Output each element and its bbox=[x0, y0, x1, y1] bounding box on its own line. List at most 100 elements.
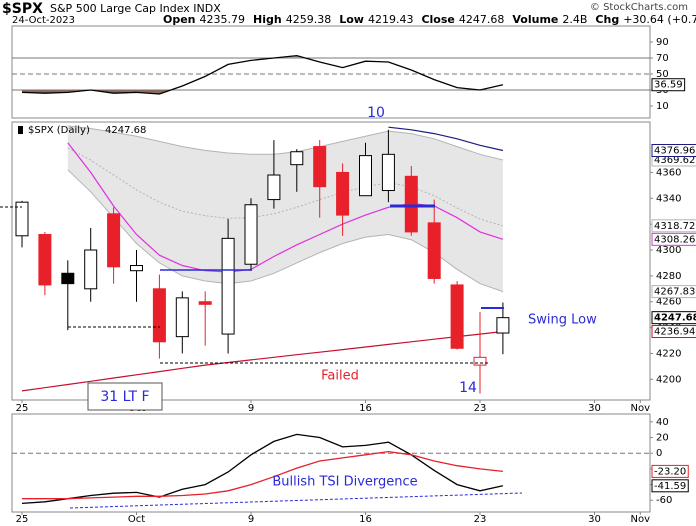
quote-value: 4247.68 bbox=[459, 13, 505, 26]
value-label-box bbox=[651, 325, 696, 339]
value-label-box bbox=[651, 78, 686, 92]
y-tick-label: 4280 bbox=[656, 271, 681, 282]
candle-body bbox=[404, 175, 418, 233]
value-label: 36.59 bbox=[654, 80, 683, 91]
candle-body bbox=[38, 233, 52, 286]
value-label: 4236.94 bbox=[654, 327, 695, 338]
y-tick-label: 4220 bbox=[656, 348, 681, 359]
x-tick-label: 9 bbox=[248, 514, 254, 525]
x-tick-label: 9 bbox=[248, 403, 254, 414]
overlay-line bbox=[21, 330, 503, 392]
x-tick-label: Nov bbox=[631, 403, 651, 414]
candle-body bbox=[290, 151, 304, 166]
divergence-line bbox=[69, 492, 523, 509]
x-tick-label: 25 bbox=[16, 403, 29, 414]
y-tick-label: 50 bbox=[656, 69, 669, 80]
annotation: Failed bbox=[321, 369, 359, 384]
candle-body bbox=[313, 146, 327, 188]
overbought-fill bbox=[22, 55, 503, 58]
value-label-box bbox=[651, 219, 696, 233]
quote-line: Open 4235.79 High 4259.38 Low 4219.43 Close 424… bbox=[163, 13, 696, 26]
y-tick-label: 4260 bbox=[656, 297, 681, 308]
value-label: 4308.26 bbox=[654, 234, 695, 245]
value-label-box bbox=[651, 464, 689, 478]
y-tick-label: 40 bbox=[656, 417, 669, 428]
indicator-line bbox=[22, 450, 503, 500]
legend-label: $SPX (Daily) bbox=[28, 125, 90, 136]
annotation-box bbox=[87, 382, 163, 411]
candle-body bbox=[152, 288, 166, 343]
x-tick-label: 23 bbox=[474, 514, 487, 525]
candle-body bbox=[359, 155, 372, 197]
quote-label: Volume bbox=[512, 13, 558, 26]
value-label: 4376.96 bbox=[654, 145, 695, 156]
quote-label: Close bbox=[421, 13, 454, 26]
candle-body bbox=[107, 213, 121, 268]
x-tick-label: 25 bbox=[16, 514, 29, 525]
candle-body bbox=[130, 265, 143, 272]
band-line bbox=[67, 125, 504, 161]
candle-body bbox=[381, 153, 395, 192]
quote-label: Open bbox=[163, 13, 196, 26]
value-label-box bbox=[651, 479, 689, 493]
annotation: 14 bbox=[459, 380, 477, 396]
oversold-fill bbox=[22, 90, 503, 94]
value-label-box bbox=[651, 285, 696, 299]
y-tick-label: 4340 bbox=[656, 193, 681, 204]
y-tick-label: 90 bbox=[656, 37, 669, 48]
candle-body bbox=[221, 237, 235, 335]
value-label-box bbox=[651, 143, 696, 157]
quote-label: Low bbox=[339, 13, 364, 26]
quote-value: 2.4B bbox=[562, 13, 587, 26]
candle-body bbox=[244, 204, 258, 265]
rsi-panel bbox=[11, 25, 651, 119]
candle-body bbox=[175, 297, 189, 338]
candle-body bbox=[198, 301, 212, 305]
quote-label: High bbox=[253, 13, 282, 26]
y-tick-label: 4300 bbox=[656, 245, 681, 256]
price-panel bbox=[11, 121, 651, 401]
annotation: 31 LT F bbox=[100, 389, 149, 405]
indicator-line bbox=[21, 54, 504, 95]
value-label: 4267.83 bbox=[654, 287, 695, 298]
annotation: Swing Low bbox=[528, 313, 597, 328]
layers: 103050709036.594200422042404260428043004… bbox=[12, 37, 696, 525]
legend-icon bbox=[18, 126, 23, 134]
x-tick-label: Nov bbox=[631, 514, 651, 525]
y-tick-label: 70 bbox=[656, 53, 669, 64]
quote-value: 4235.79 bbox=[200, 13, 246, 26]
band-line bbox=[67, 147, 504, 227]
y-tick-label: 10 bbox=[656, 101, 669, 112]
x-tick-label: 16 bbox=[359, 403, 372, 414]
y-tick-label: 4200 bbox=[656, 374, 681, 385]
candle-body bbox=[336, 171, 350, 216]
candle-body bbox=[427, 222, 441, 279]
x-tick-label: 30 bbox=[588, 514, 601, 525]
candle-body bbox=[496, 317, 510, 334]
tsi-panel bbox=[11, 413, 651, 513]
candle-body bbox=[15, 201, 29, 237]
candle-body bbox=[84, 249, 98, 290]
value-label: 4247.68 bbox=[654, 313, 696, 324]
quote-label: Chg bbox=[595, 13, 619, 26]
x-tick-label: 30 bbox=[588, 403, 601, 414]
legend-value: 4247.68 bbox=[105, 125, 146, 136]
candle-body bbox=[473, 356, 487, 366]
value-label: 4318.72 bbox=[654, 221, 695, 232]
candle-body bbox=[61, 272, 75, 285]
value-label: -41.59 bbox=[654, 481, 686, 492]
x-tick-label: 23 bbox=[474, 403, 487, 414]
value-label-box bbox=[651, 232, 696, 246]
quote-value: 4219.43 bbox=[368, 13, 414, 26]
quote-value: 4259.38 bbox=[286, 13, 332, 26]
candle-body bbox=[450, 284, 464, 349]
annotation: Bullish TSI Divergence bbox=[272, 475, 417, 490]
x-tick-label: 16 bbox=[359, 514, 372, 525]
indicator-line bbox=[21, 433, 504, 505]
date: 24-Oct-2023 bbox=[12, 15, 75, 26]
annotation: 10 bbox=[367, 105, 385, 121]
index-name: S&P 500 Large Cap Index INDX bbox=[50, 2, 221, 15]
y-tick-label: 20 bbox=[656, 433, 669, 444]
overlay-line bbox=[388, 126, 504, 152]
